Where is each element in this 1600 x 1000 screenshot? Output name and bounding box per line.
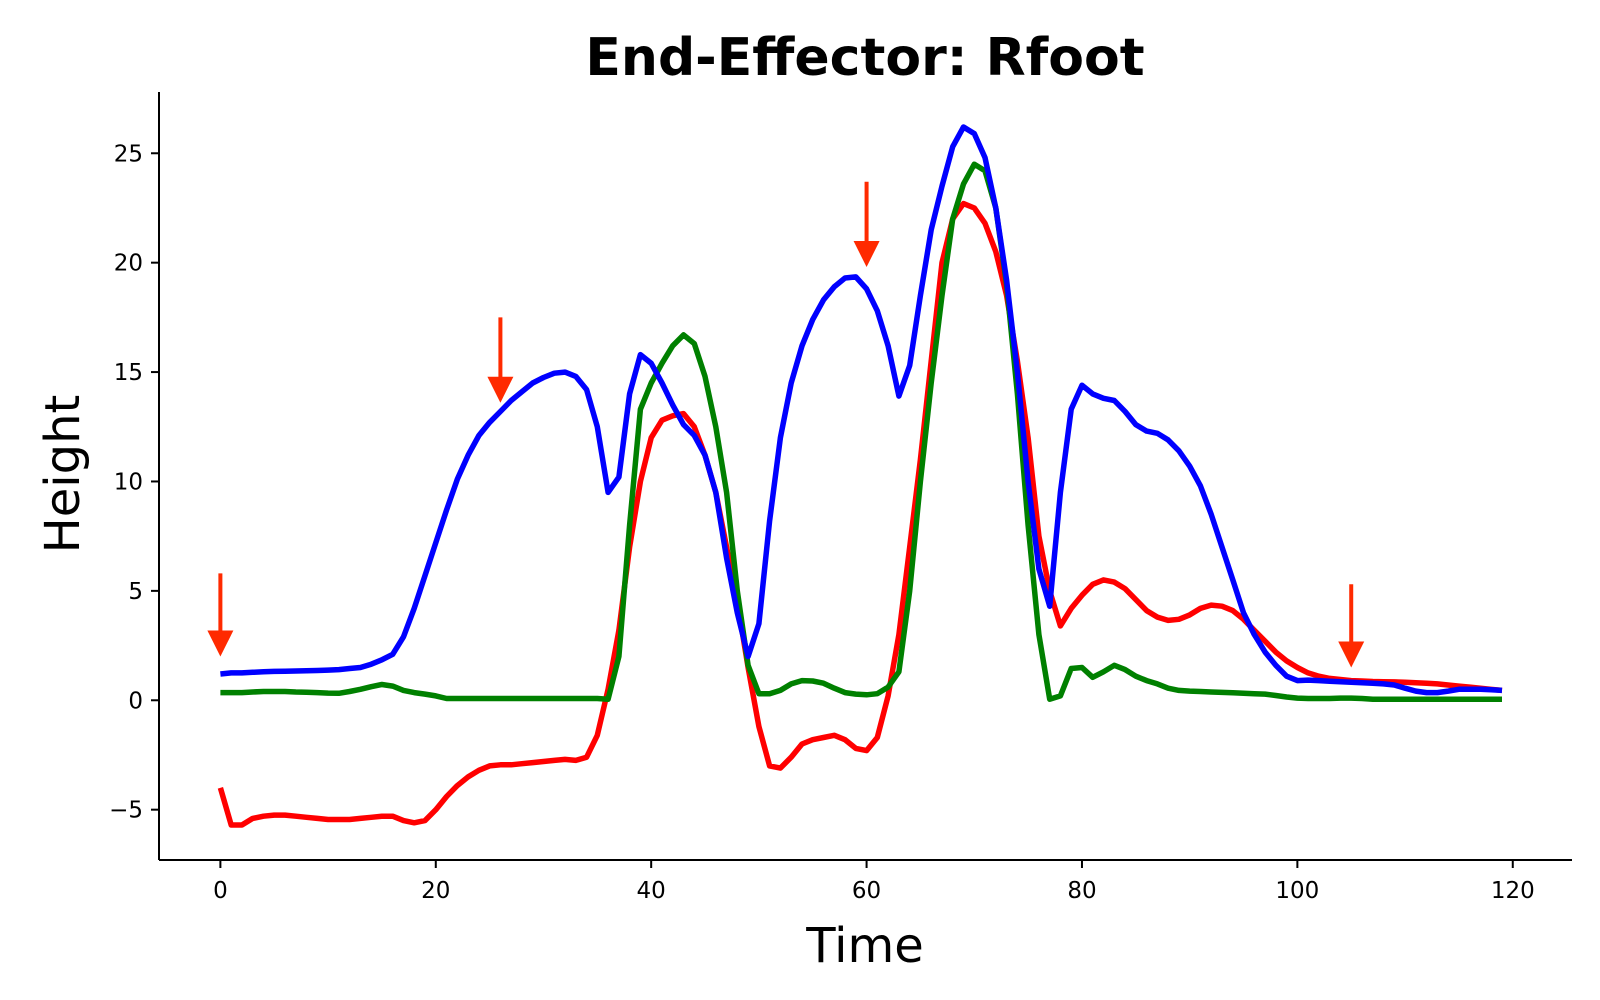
y-tick-label: −5 xyxy=(109,798,143,824)
x-axis-label: Time xyxy=(805,918,923,974)
x-tick-label: 60 xyxy=(852,878,881,904)
series-line-3 xyxy=(220,124,1503,696)
y-tick-label: 20 xyxy=(114,251,143,277)
y-tick-label: 0 xyxy=(128,688,143,714)
chart-title: End-Effector: Rfoot xyxy=(585,28,1144,88)
annotation-arrow-head-2 xyxy=(487,376,514,403)
plot-area: 0 20 40 60 80 100 120 −5 0 5 10 15 20 25 xyxy=(109,92,1572,904)
annotation-arrow-head-4 xyxy=(1338,641,1365,668)
y-tick-label: 5 xyxy=(128,579,143,605)
x-tick-label: 80 xyxy=(1067,878,1096,904)
x-tick-label: 20 xyxy=(421,878,450,904)
x-tick-label: 100 xyxy=(1275,878,1319,904)
x-tick-label: 0 xyxy=(213,878,228,904)
y-tick-label: 10 xyxy=(114,469,143,495)
annotation-arrow-head-3 xyxy=(853,241,880,268)
x-tick-label: 120 xyxy=(1491,878,1535,904)
series-line-2 xyxy=(220,161,1502,702)
annotation-arrow-head-1 xyxy=(207,630,234,657)
y-axis-label: Height xyxy=(35,395,91,554)
series-line-1 xyxy=(217,200,1503,828)
y-tick-label: 15 xyxy=(114,360,143,386)
x-tick-label: 40 xyxy=(637,878,666,904)
y-tick-label: 25 xyxy=(114,141,143,167)
